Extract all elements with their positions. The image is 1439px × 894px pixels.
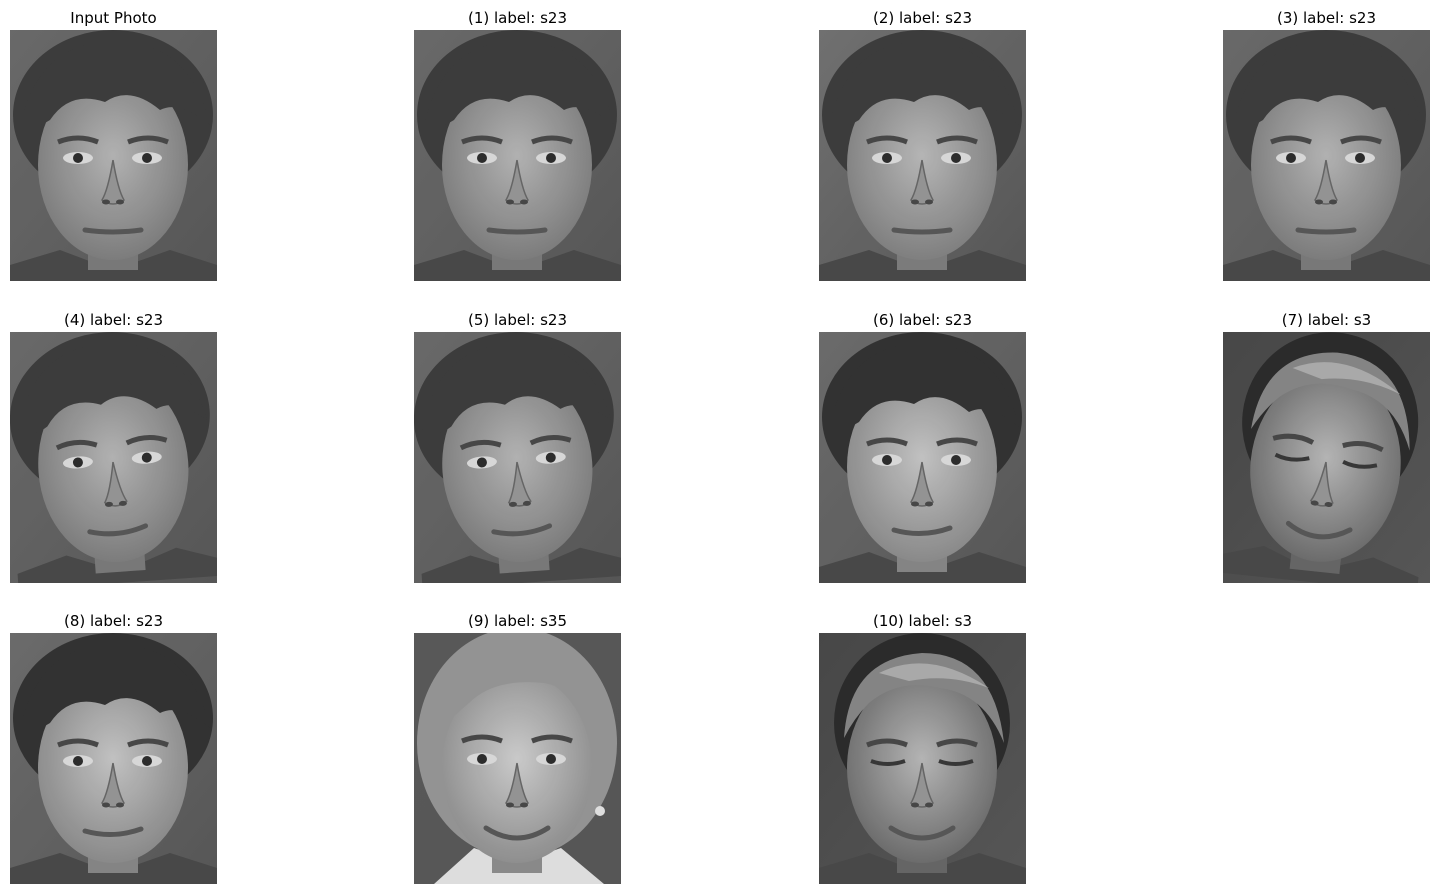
face-photo [414,30,621,281]
result-panel: (4) label: s23 [10,310,217,583]
result-panel: (10) label: s3 [819,611,1026,884]
face-image [819,633,1026,884]
result-panel: (9) label: s35 [414,611,621,884]
face-image [414,30,621,281]
panel-title: (9) label: s35 [467,612,568,630]
result-panel: Input Photo [10,8,217,281]
panel-title: (2) label: s23 [872,9,973,27]
face-image [10,30,217,281]
panel-title: (6) label: s23 [872,311,973,329]
face-image [1223,332,1430,583]
face-photo [1223,332,1430,583]
result-panel: (8) label: s23 [10,611,217,884]
panel-title: (8) label: s23 [63,612,164,630]
panel-title: (10) label: s3 [872,612,973,630]
face-photo [414,332,621,583]
panel-title: Input Photo [70,9,157,27]
face-image [10,633,217,884]
face-photo [10,633,217,884]
result-panel: (7) label: s3 [1223,310,1430,583]
result-panel: (2) label: s23 [819,8,1026,281]
panel-title: (1) label: s23 [467,9,568,27]
face-photo [10,332,217,583]
face-photo [819,332,1026,583]
result-panel: (1) label: s23 [414,8,621,281]
face-photo [1223,30,1430,281]
panel-title: (5) label: s23 [467,311,568,329]
result-panel: (3) label: s23 [1223,8,1430,281]
face-photo [414,633,621,884]
face-photo [819,633,1026,884]
face-photo [819,30,1026,281]
face-image [414,332,621,583]
panel-title: (7) label: s3 [1281,311,1372,329]
panel-title: (4) label: s23 [63,311,164,329]
panel-title: (3) label: s23 [1276,9,1377,27]
face-image [819,30,1026,281]
face-photo [10,30,217,281]
face-image [1223,30,1430,281]
result-panel: (6) label: s23 [819,310,1026,583]
result-panel: (5) label: s23 [414,310,621,583]
face-image [414,633,621,884]
face-image [10,332,217,583]
face-image [819,332,1026,583]
